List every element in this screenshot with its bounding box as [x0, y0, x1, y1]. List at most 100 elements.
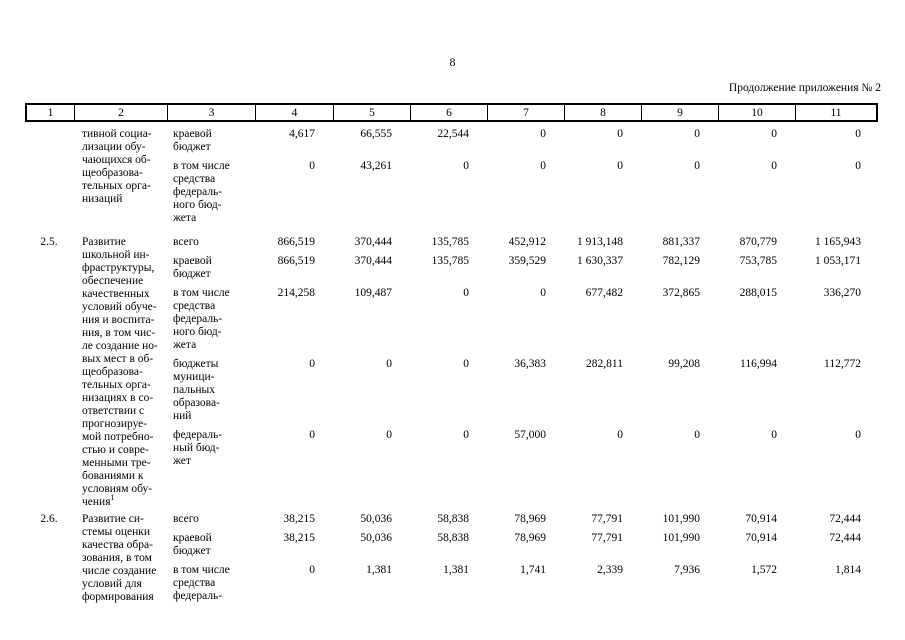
budget-type-label: всего	[173, 236, 199, 248]
value-cell: 72,444	[829, 513, 861, 525]
value-cells: 866,519 370,444 135,785 452,912 1 913,148 881…	[254, 236, 878, 249]
value-cell: 214,258	[277, 287, 315, 299]
value-cell: 336,270	[823, 287, 861, 299]
footnote-ref: 1	[110, 493, 115, 503]
value-cells: 0 1,381 1,381 1,741 2,339 7,936 1,572 1,814	[254, 564, 878, 577]
value-cells: 866,519 370,444 135,785 359,529 1 630,337 782…	[254, 255, 878, 268]
budget-subrow: краевой бюджет 38,215 50,036 58,838 78,969 77…	[166, 532, 878, 558]
value-cell: 1,381	[366, 564, 392, 576]
budget-rows: всего 866,519 370,444 135,785 452,912 1 913,1…	[166, 236, 878, 468]
budget-type-label: в том числе средства федераль- ного бюд-…	[173, 160, 230, 224]
budget-type-label: в том числе средства федераль-	[173, 564, 230, 602]
value-cell: 101,990	[662, 532, 700, 544]
value-cell: 0	[463, 358, 469, 370]
budget-subrow: федераль- ный бюд- жет 0 0 0 57,000 0 0 0 0	[166, 429, 878, 468]
value-cell: 77,791	[591, 513, 623, 525]
header-column-number: 10	[719, 105, 796, 120]
value-cell: 0	[771, 160, 777, 172]
value-cell: 1,381	[443, 564, 469, 576]
row-number: 2.6.	[40, 513, 58, 525]
budget-rows: краевой бюджет 4,617 66,555 22,544 0 0 0 0 0 в то…	[166, 128, 878, 225]
budget-type-label: в том числе средства федераль- ного бюд-…	[173, 287, 230, 351]
value-cell: 0	[771, 429, 777, 441]
value-cell: 101,990	[662, 513, 700, 525]
budget-type-label: краевой бюджет	[173, 128, 212, 153]
value-cell: 0	[540, 128, 546, 140]
budget-subrow: в том числе средства федераль- 0 1,381 1,38…	[166, 564, 878, 603]
table-body: тивной социа- лизации обу- чающихся об- …	[25, 128, 878, 604]
value-cell: 50,036	[360, 513, 392, 525]
value-cells: 0 0 0 36,383 282,811 99,208 116,994 112,772	[254, 358, 878, 371]
header-column-number: 2	[75, 105, 168, 120]
budget-type-label: краевой бюджет	[173, 532, 212, 557]
value-cell: 38,215	[283, 532, 315, 544]
value-cell: 870,779	[739, 236, 777, 248]
value-cell: 370,444	[354, 236, 392, 248]
budget-subrow: бюджеты муници- пальных образова- ний 0 0 0…	[166, 358, 878, 423]
header-column-number: 8	[565, 105, 642, 120]
value-cell: 77,791	[591, 532, 623, 544]
value-cell: 0	[855, 429, 861, 441]
value-cell: 0	[309, 429, 315, 441]
value-cell: 372,865	[662, 287, 700, 299]
budget-subrow: в том числе средства федераль- ного бюд-…	[166, 160, 878, 225]
value-cell: 1 913,148	[577, 236, 623, 248]
budget-type-label: бюджеты муници- пальных образова- ний	[173, 358, 220, 422]
value-cell: 70,914	[745, 532, 777, 544]
value-cell: 58,838	[437, 532, 469, 544]
value-cells: 38,215 50,036 58,838 78,969 77,791 101,990 70,…	[254, 532, 878, 545]
value-cell: 288,015	[739, 287, 777, 299]
budget-subrow: всего 866,519 370,444 135,785 452,912 1 913,1…	[166, 236, 878, 249]
table-row-block: 2.6. Развитие си- стемы оценки качества о…	[25, 513, 878, 604]
value-cell: 0	[617, 128, 623, 140]
value-cells: 4,617 66,555 22,544 0 0 0 0 0	[254, 128, 878, 141]
header-column-number: 7	[488, 105, 565, 120]
value-cell: 4,617	[289, 128, 315, 140]
value-cell: 72,444	[829, 532, 861, 544]
value-cell: 0	[855, 160, 861, 172]
value-cell: 36,383	[514, 358, 546, 370]
table-column-number-header: 1 2 3 4 5 6 7 8 9 10 11	[25, 103, 878, 122]
value-cell: 0	[463, 160, 469, 172]
header-column-number: 11	[830, 106, 842, 119]
value-cell: 753,785	[739, 255, 777, 267]
value-cell: 677,482	[585, 287, 623, 299]
budget-subrow: всего 38,215 50,036 58,838 78,969 77,791 101,9…	[166, 513, 878, 526]
value-cell: 782,129	[662, 255, 700, 267]
value-cell: 0	[386, 358, 392, 370]
program-name: Развитие школьной ин- фраструктуры, обес…	[82, 236, 158, 508]
value-cell: 0	[617, 429, 623, 441]
budget-subrow: краевой бюджет 866,519 370,444 135,785 359,5…	[166, 255, 878, 281]
budget-subrow: в том числе средства федераль- ного бюд-…	[166, 287, 878, 352]
value-cell: 0	[386, 429, 392, 441]
value-cell: 0	[771, 128, 777, 140]
value-cell: 78,969	[514, 532, 546, 544]
value-cell: 452,912	[508, 236, 546, 248]
value-cell: 0	[694, 429, 700, 441]
value-cell: 78,969	[514, 513, 546, 525]
header-column-number: 5	[334, 105, 411, 120]
value-cell: 0	[463, 287, 469, 299]
value-cell: 112,772	[824, 358, 861, 370]
value-cell: 66,555	[360, 128, 392, 140]
program-name: тивной социа- лизации обу- чающихся об- …	[82, 128, 152, 205]
header-column-number: 6	[411, 105, 488, 120]
value-cell: 0	[463, 429, 469, 441]
header-column-number: 3	[168, 105, 256, 120]
program-name: Развитие си- стемы оценки качества обра-…	[82, 513, 157, 603]
budget-type-label: федераль- ный бюд- жет	[173, 429, 223, 467]
value-cell: 22,544	[437, 128, 469, 140]
value-cells: 0 0 0 57,000 0 0 0 0	[254, 429, 878, 442]
table-row-block: 2.5. Развитие школьной ин- фраструктуры, …	[25, 236, 878, 509]
value-cell: 0	[309, 564, 315, 576]
value-cell: 1 630,337	[577, 255, 623, 267]
value-cell: 57,000	[514, 429, 546, 441]
value-cell: 2,339	[597, 564, 623, 576]
value-cell: 370,444	[354, 255, 392, 267]
value-cells: 0 43,261 0 0 0 0 0 0	[254, 160, 878, 173]
value-cell: 0	[309, 160, 315, 172]
value-cell: 7,936	[674, 564, 700, 576]
value-cell: 1 053,171	[815, 255, 861, 267]
value-cell: 1 165,943	[815, 236, 861, 248]
value-cell: 0	[855, 128, 861, 140]
